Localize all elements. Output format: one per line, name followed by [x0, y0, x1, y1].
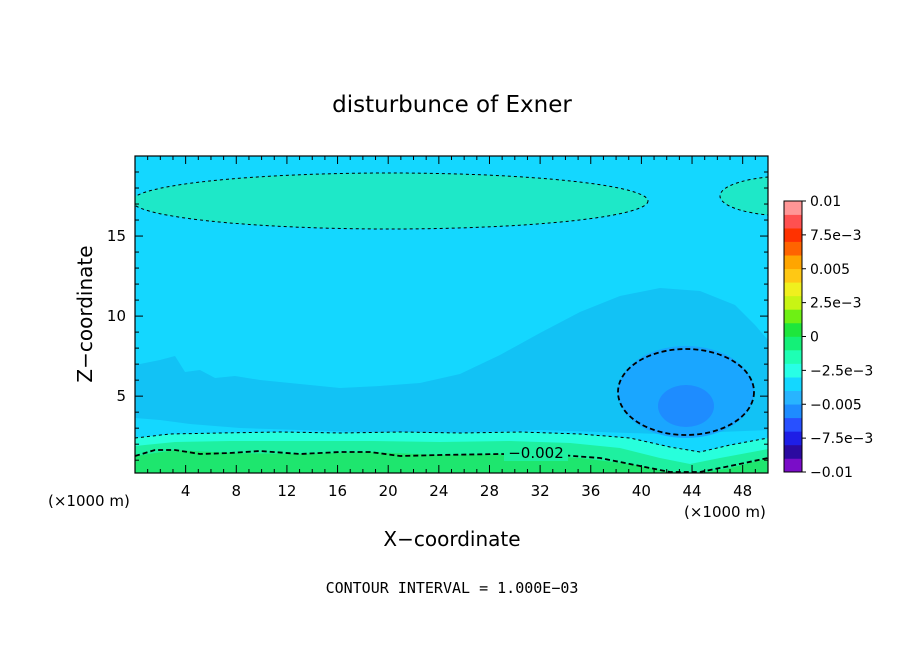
contour-surface-upper [135, 431, 768, 453]
colorbar-frame [783, 200, 803, 473]
x-unit-right: (×1000 m) [684, 503, 766, 521]
colorbar-swatch [784, 458, 802, 473]
x-tick-label: 8 [232, 482, 242, 500]
contour-upper-band [135, 172, 649, 230]
x-tick-label: 36 [581, 482, 600, 500]
x-tick-label: 12 [277, 482, 296, 500]
colorbar-swatch [784, 282, 802, 297]
x-tick-label: 48 [733, 482, 752, 500]
colorbar-label: −0.01 [810, 465, 853, 481]
colorbar-label: −2.5e−3 [810, 363, 873, 379]
field-mid-band [135, 288, 768, 434]
x-tick-labels: 4 8 12 16 20 24 28 32 36 40 44 48 [181, 482, 752, 500]
colorbar-swatch [784, 350, 802, 364]
colorbar-swatch [784, 404, 802, 419]
contour-field [135, 156, 768, 473]
colorbar-swatch [784, 309, 802, 324]
colorbar-swatch [784, 444, 802, 459]
colorbar-swatch [784, 295, 802, 310]
field-core-min [658, 385, 714, 427]
y-tick-label: 5 [116, 387, 126, 405]
colorbar-swatch [784, 431, 802, 446]
contour-label: −0.002 [508, 444, 564, 462]
colorbar-swatch [784, 255, 802, 270]
x-unit-left: (×1000 m) [48, 492, 130, 510]
colorbar-swatch [784, 363, 802, 378]
colorbar-swatch [784, 417, 802, 432]
y-tick-label: 10 [107, 307, 126, 325]
contour-upper-right [719, 176, 768, 216]
colorbar-label: 0.01 [810, 194, 841, 210]
colorbar-label: 0 [810, 330, 819, 346]
x-tick-label: 44 [682, 482, 701, 500]
x-tick-label: 16 [328, 482, 347, 500]
colorbar-swatch [784, 390, 802, 405]
colorbar [784, 200, 806, 473]
chart-title: disturbunce of Exner [332, 92, 572, 118]
axis-ticks [135, 156, 769, 473]
y-axis-title: Z−coordinate [73, 245, 97, 382]
colorbar-swatch [784, 214, 802, 229]
x-tick-label: 4 [181, 482, 191, 500]
x-tick-label: 24 [429, 482, 448, 500]
colorbar-swatch [784, 322, 802, 337]
colorbar-label: 2.5e−3 [810, 296, 862, 312]
colorbar-swatch [784, 268, 802, 283]
x-axis-title: X−coordinate [383, 527, 520, 551]
field-upper-band [135, 173, 648, 229]
colorbar-label: 7.5e−3 [810, 228, 862, 244]
colorbar-swatch [784, 201, 802, 215]
field-bottom [135, 450, 768, 473]
x-tick-label: 28 [480, 482, 499, 500]
colorbar-swatch [784, 241, 802, 256]
colorbar-tick-labels: 0.01 7.5e−3 0.005 2.5e−3 0 −2.5e−3 −0.00… [810, 194, 873, 481]
field-upper-band-right [720, 177, 768, 215]
y-tick-labels: 5 10 15 [107, 227, 126, 405]
colorbar-label: 0.005 [810, 262, 850, 278]
contour-label-bg [504, 444, 568, 461]
y-tick-label: 15 [107, 227, 126, 245]
colorbar-label: −0.005 [810, 397, 862, 413]
x-tick-label: 20 [379, 482, 398, 500]
colorbar-swatch [784, 377, 802, 391]
contour-core [617, 348, 755, 436]
colorbar-swatch [784, 228, 802, 242]
x-tick-label: 40 [632, 482, 651, 500]
x-tick-label: 32 [531, 482, 550, 500]
colorbar-swatch [784, 336, 802, 351]
contour-interval-footer: CONTOUR INTERVAL = 1.000E−03 [326, 579, 579, 597]
colorbar-label: −7.5e−3 [810, 431, 873, 447]
contour-surface-lower [135, 449, 768, 473]
